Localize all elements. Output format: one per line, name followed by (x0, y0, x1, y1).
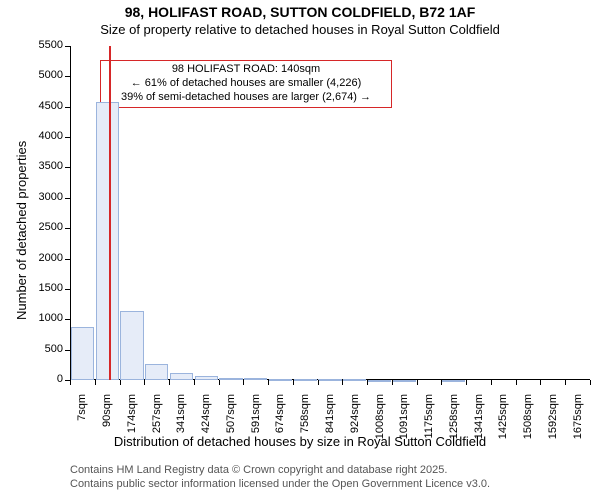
footer-licence: Contains public sector information licen… (70, 478, 490, 490)
histogram-bar (294, 379, 317, 381)
x-tick-mark (417, 380, 418, 385)
x-tick-label: 257sqm (151, 394, 163, 454)
x-tick-mark (194, 380, 195, 385)
x-tick-mark (540, 380, 541, 385)
x-tick-label: 841sqm (324, 394, 336, 454)
x-tick-label: 1508sqm (522, 394, 534, 454)
histogram-bar (393, 380, 416, 382)
x-tick-label: 174sqm (126, 394, 138, 454)
x-tick-mark (268, 380, 269, 385)
y-tick-mark (65, 198, 70, 199)
x-tick-label: 758sqm (299, 394, 311, 454)
y-tick-label: 3500 (25, 160, 63, 172)
x-tick-label: 90sqm (101, 394, 113, 454)
y-tick-mark (65, 76, 70, 77)
x-tick-label: 674sqm (274, 394, 286, 454)
x-tick-mark (590, 380, 591, 385)
x-tick-mark (565, 380, 566, 385)
y-tick-label: 2500 (25, 221, 63, 233)
x-tick-label: 1258sqm (448, 394, 460, 454)
x-tick-mark (169, 380, 170, 385)
annotation-box: 98 HOLIFAST ROAD: 140sqm ← 61% of detach… (100, 60, 392, 108)
y-tick-label: 5000 (25, 69, 63, 81)
y-tick-mark (65, 107, 70, 108)
histogram-bar (442, 380, 465, 382)
histogram-bar (368, 380, 391, 382)
y-tick-label: 5500 (25, 39, 63, 51)
x-tick-mark (466, 380, 467, 385)
histogram-bar (195, 376, 218, 380)
x-tick-label: 7sqm (76, 394, 88, 454)
y-tick-label: 1000 (25, 312, 63, 324)
x-tick-mark (70, 380, 71, 385)
histogram-bar (244, 378, 267, 380)
y-tick-label: 500 (25, 343, 63, 355)
chart-title: 98, HOLIFAST ROAD, SUTTON COLDFIELD, B72… (0, 4, 600, 20)
y-tick-mark (65, 259, 70, 260)
annotation-line-1: 98 HOLIFAST ROAD: 140sqm (105, 63, 387, 77)
x-tick-label: 924sqm (349, 394, 361, 454)
histogram-bar (71, 327, 94, 380)
x-tick-mark (491, 380, 492, 385)
x-tick-label: 1675sqm (572, 394, 584, 454)
y-tick-mark (65, 289, 70, 290)
x-tick-mark (219, 380, 220, 385)
y-tick-label: 4500 (25, 100, 63, 112)
annotation-line-3: 39% of semi-detached houses are larger (… (105, 91, 387, 105)
x-tick-label: 507sqm (225, 394, 237, 454)
x-tick-label: 1008sqm (374, 394, 386, 454)
x-tick-label: 1425sqm (497, 394, 509, 454)
annotation-line-2: ← 61% of detached houses are smaller (4,… (105, 77, 387, 91)
histogram-bar (145, 364, 168, 380)
x-tick-mark (120, 380, 121, 385)
x-tick-mark (243, 380, 244, 385)
x-tick-label: 1091sqm (398, 394, 410, 454)
chart-subtitle: Size of property relative to detached ho… (0, 22, 600, 37)
y-tick-mark (65, 319, 70, 320)
histogram-bar (170, 373, 193, 380)
chart-root: 98, HOLIFAST ROAD, SUTTON COLDFIELD, B72… (0, 0, 600, 500)
x-tick-label: 424sqm (200, 394, 212, 454)
y-tick-label: 3000 (25, 191, 63, 203)
y-tick-label: 4000 (25, 130, 63, 142)
property-marker-line (109, 46, 111, 380)
x-tick-label: 341sqm (175, 394, 187, 454)
y-tick-mark (65, 137, 70, 138)
histogram-bar (120, 311, 143, 380)
x-tick-label: 1341sqm (473, 394, 485, 454)
x-tick-mark (293, 380, 294, 385)
histogram-bar (343, 379, 366, 381)
x-tick-mark (392, 380, 393, 385)
y-tick-mark (65, 167, 70, 168)
y-tick-mark (65, 228, 70, 229)
x-tick-mark (95, 380, 96, 385)
histogram-bar (96, 102, 119, 380)
y-tick-mark (65, 46, 70, 47)
x-tick-label: 591sqm (250, 394, 262, 454)
x-tick-mark (342, 380, 343, 385)
footer-copyright: Contains HM Land Registry data © Crown c… (70, 464, 447, 476)
x-tick-mark (144, 380, 145, 385)
y-tick-label: 2000 (25, 252, 63, 264)
x-tick-mark (441, 380, 442, 385)
x-tick-mark (367, 380, 368, 385)
histogram-bar (219, 378, 242, 380)
y-tick-mark (65, 350, 70, 351)
histogram-bar (318, 379, 341, 381)
x-tick-label: 1175sqm (423, 394, 435, 454)
x-tick-label: 1592sqm (547, 394, 559, 454)
y-tick-label: 1500 (25, 282, 63, 294)
histogram-bar (269, 379, 292, 381)
x-tick-mark (516, 380, 517, 385)
x-tick-mark (318, 380, 319, 385)
y-tick-label: 0 (25, 373, 63, 385)
